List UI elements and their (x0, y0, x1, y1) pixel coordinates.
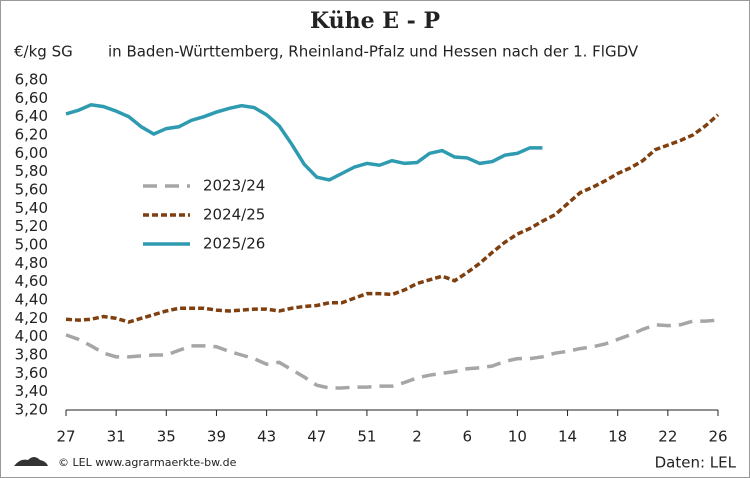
y-tick-label: 6,20 (15, 126, 48, 144)
series-line (65, 102, 543, 182)
y-tick-label: 4,00 (15, 327, 48, 345)
y-tick-label: 5,80 (15, 162, 48, 180)
y-tick-label: 5,60 (15, 181, 48, 199)
chart-title: Kühe E - P (310, 8, 440, 34)
y-tick-label: 4,20 (15, 309, 48, 327)
legend-label: 2023/24 (203, 177, 265, 195)
x-tick-label: 51 (357, 428, 376, 446)
series-line (65, 318, 719, 390)
subtitle: in Baden-Württemberg, Rheinland-Pfalz un… (108, 43, 639, 61)
y-tick-label: 3,20 (15, 401, 48, 419)
credit: © LEL www.agrarmaerkte-bw.de (58, 456, 237, 469)
y-tick-label: 5,20 (15, 217, 48, 235)
x-tick-label: 43 (257, 428, 276, 446)
series-line (65, 113, 720, 324)
logo (14, 457, 48, 466)
y-tick-label: 6,00 (15, 144, 48, 162)
y-tick-label: 5,00 (15, 236, 48, 254)
x-tick-label: 39 (207, 428, 226, 446)
x-tick-label: 27 (56, 428, 75, 446)
x-tick-label: 10 (508, 428, 527, 446)
legend-label: 2025/26 (203, 235, 265, 253)
y-tick-label: 6,60 (15, 89, 48, 107)
y-tick-label: 6,40 (15, 107, 48, 125)
y-tick-label: 4,60 (15, 272, 48, 290)
x-tick-label: 2 (412, 428, 422, 446)
x-tick-label: 31 (107, 428, 126, 446)
y-axis-label: €/kg SG (14, 43, 73, 61)
y-tick-label: 5,40 (15, 199, 48, 217)
y-tick-label: 4,80 (15, 254, 48, 272)
x-tick-label: 22 (658, 428, 677, 446)
legend-label: 2024/25 (203, 206, 265, 224)
x-tick-label: 6 (462, 428, 472, 446)
x-tick-label: 26 (708, 428, 727, 446)
x-tick-label: 14 (558, 428, 577, 446)
x-tick-label: 35 (157, 428, 176, 446)
x-tick-label: 18 (608, 428, 627, 446)
y-tick-label: 3,60 (15, 364, 48, 382)
y-tick-label: 3,40 (15, 382, 48, 400)
y-tick-label: 4,40 (15, 291, 48, 309)
y-tick-label: 3,80 (15, 346, 48, 364)
x-tick-label: 47 (307, 428, 326, 446)
y-tick-label: 6,80 (15, 71, 48, 89)
source: Daten: LEL (655, 454, 737, 472)
